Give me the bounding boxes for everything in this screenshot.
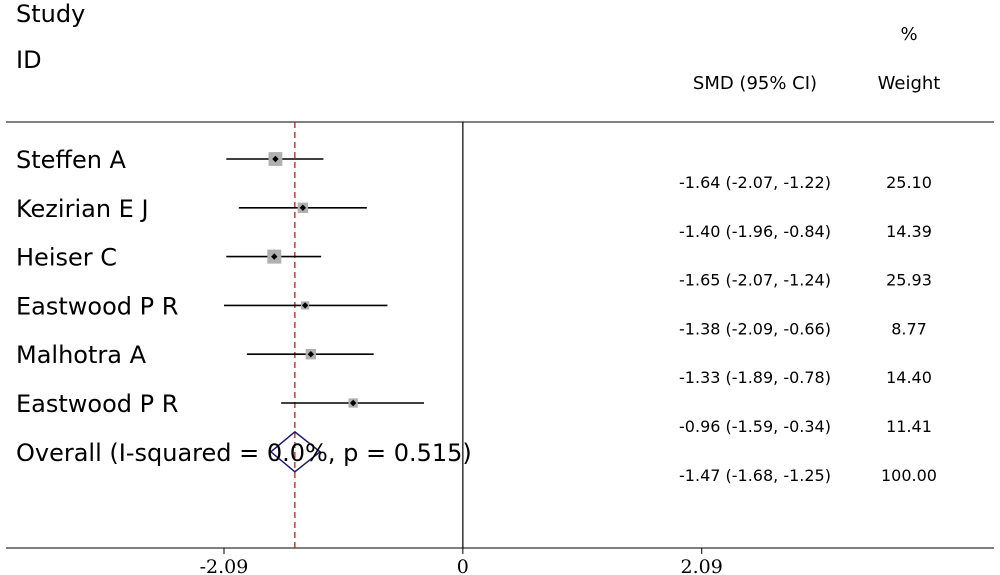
id-header: ID — [16, 46, 42, 74]
study-label: Steffen A — [16, 146, 127, 174]
x-tick-label: -2.09 — [200, 556, 249, 575]
weight-value: 8.77 — [891, 319, 927, 338]
study-label: Eastwood P R — [16, 390, 178, 418]
smd-ci-value: -0.96 (-1.59, -0.34) — [679, 417, 831, 436]
smd-ci-value: -1.65 (-2.07, -1.24) — [679, 271, 831, 290]
smd-ci-header: SMD (95% CI) — [692, 73, 818, 94]
x-tick-label: 2.09 — [681, 556, 723, 575]
weight-value: 11.41 — [886, 417, 932, 436]
smd-ci-value: -1.38 (-2.09, -0.66) — [679, 319, 831, 338]
overall-diamond — [269, 430, 322, 473]
point-estimate — [299, 204, 307, 211]
overall-weight-value: 100.00 — [881, 466, 937, 485]
overall-label: Overall (I-squared = 0.0%, p = 0.515) — [16, 439, 472, 467]
weight-value: 14.40 — [886, 368, 932, 387]
overall-smd-ci-value: -1.47 (-1.68, -1.25) — [679, 466, 831, 485]
study-label: Malhotra A — [16, 341, 147, 369]
smd-ci-value: -1.64 (-2.07, -1.22) — [679, 173, 831, 192]
point-estimate — [272, 155, 279, 163]
x-tick-label: 0 — [457, 556, 469, 575]
study-label: Kezirian E J — [16, 195, 149, 223]
study-header: Study — [16, 0, 86, 28]
weight-value: 14.39 — [886, 222, 932, 241]
point-estimate — [301, 302, 309, 309]
weight-header: Weight — [877, 73, 941, 94]
point-estimate — [349, 399, 357, 407]
weight-value: 25.10 — [886, 173, 932, 192]
percent-header: % — [900, 24, 918, 45]
weight-value: 25.93 — [886, 271, 932, 290]
point-estimate — [307, 351, 315, 358]
smd-ci-value: -1.33 (-1.89, -0.78) — [679, 368, 831, 387]
point-estimate — [271, 253, 278, 260]
study-label: Eastwood P R — [16, 292, 178, 320]
smd-ci-value: -1.40 (-1.96, -0.84) — [679, 222, 831, 241]
study-label: Heiser C — [16, 244, 117, 272]
